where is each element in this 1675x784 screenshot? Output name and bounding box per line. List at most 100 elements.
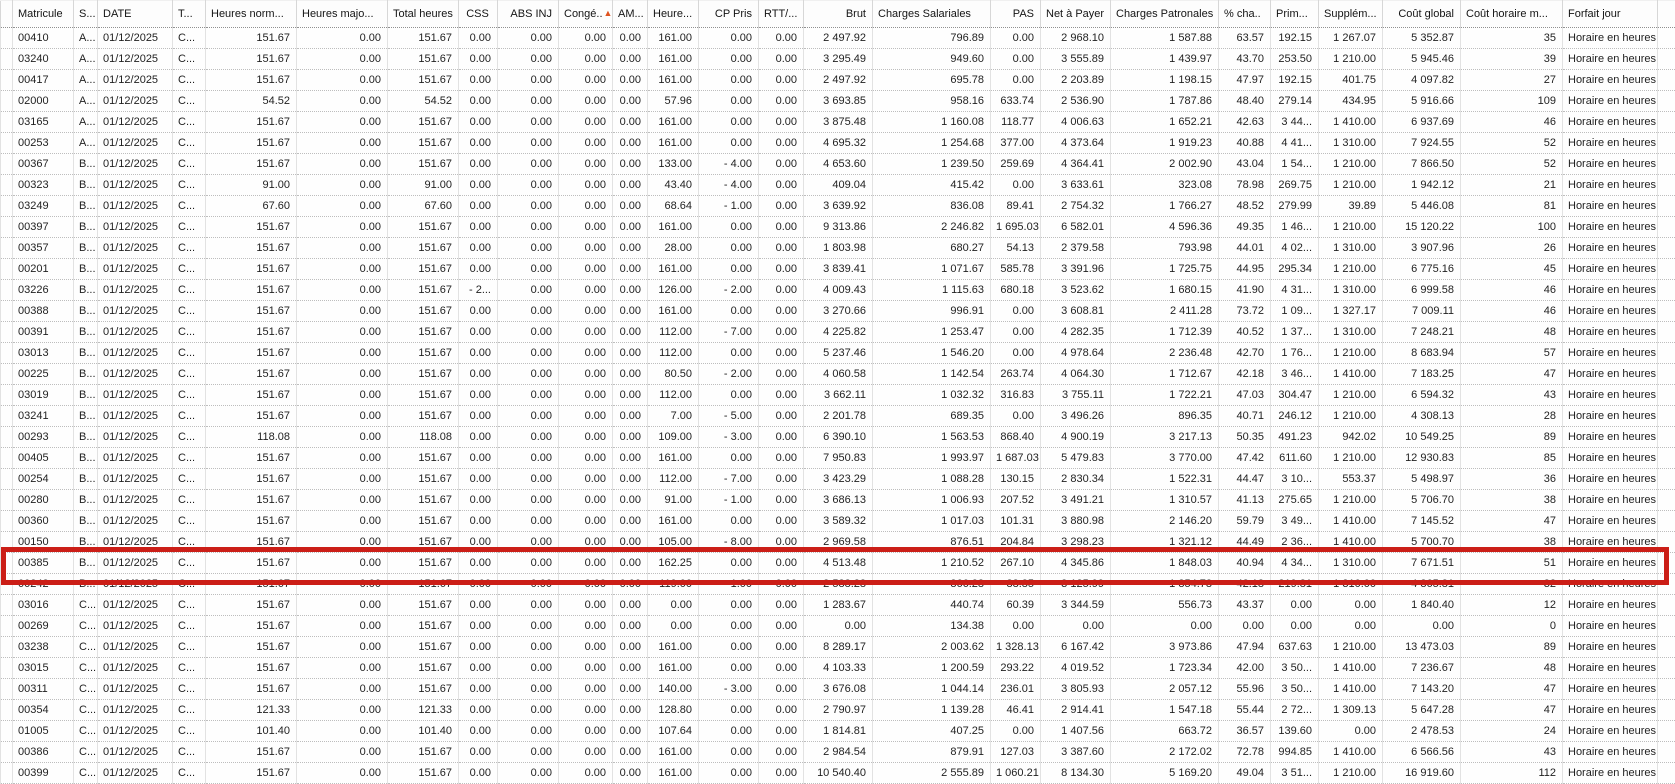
cell-cout_horaire_moyen[interactable]: 32 (1460, 573, 1563, 595)
cell-heure[interactable]: 112.00 (647, 384, 699, 406)
cell-brut[interactable]: 3 839.41 (803, 258, 873, 280)
cell-cout_horaire_moyen[interactable]: 26 (1460, 237, 1563, 259)
cell-rtt[interactable]: 0.00 (758, 69, 804, 91)
cell-heures_majorees[interactable]: 0.00 (296, 195, 388, 217)
cell-forfait_jour[interactable]: Horaire en heures (1562, 510, 1658, 532)
cell-brut[interactable]: 2 497.92 (803, 27, 873, 49)
cell-cp_pris[interactable]: 0.00 (698, 216, 759, 238)
cell-matricule[interactable]: 00311 (12, 678, 74, 700)
cell-pas[interactable]: 585.78 (990, 258, 1041, 280)
cell-total_heures[interactable]: 151.67 (387, 321, 459, 343)
cell-charges_patronales[interactable]: 1 712.39 (1110, 321, 1219, 343)
cell-date[interactable]: 01/12/2025 (97, 27, 173, 49)
cell-matricule[interactable]: 03165 (12, 111, 74, 133)
cell-date[interactable]: 01/12/2025 (97, 489, 173, 511)
cell-supplement[interactable]: 1 410.00 (1318, 657, 1383, 679)
cell-s[interactable]: A... (73, 69, 98, 91)
cell-forfait_jour[interactable]: Horaire en heures (1562, 762, 1658, 784)
table-row[interactable]: 00405 B... 01/12/2025 C... 151.67 0.00 151.67 0… (0, 447, 1675, 469)
cell-pct_charges[interactable]: 42.00 (1218, 657, 1271, 679)
cell-t[interactable]: C... (172, 279, 206, 301)
cell-charges_patronales[interactable]: 1 547.18 (1110, 699, 1219, 721)
cell-css[interactable]: 0.00 (458, 531, 498, 553)
cell-charges_patronales[interactable]: 793.98 (1110, 237, 1219, 259)
cell-brut[interactable]: 2 201.78 (803, 405, 873, 427)
cell-heures_majorees[interactable]: 0.00 (296, 531, 388, 553)
cell-total_heures[interactable]: 151.67 (387, 69, 459, 91)
cell-cp_pris[interactable]: - 4.00 (698, 174, 759, 196)
cell-heure[interactable]: 161.00 (647, 657, 699, 679)
table-row[interactable]: 03238 C... 01/12/2025 C... 151.67 0.00 151.67 0… (0, 636, 1675, 658)
cell-forfait_jour[interactable]: Horaire en heures (1562, 258, 1658, 280)
cell-net_a_payer[interactable]: 4 373.64 (1040, 132, 1111, 154)
cell-abs_inj[interactable]: 0.00 (497, 363, 559, 385)
cell-supplement[interactable]: 1 210.00 (1318, 384, 1383, 406)
cell-rtt[interactable]: 0.00 (758, 657, 804, 679)
cell-conge[interactable]: 0.00 (558, 510, 613, 532)
cell-heure[interactable]: 68.64 (647, 195, 699, 217)
cell-pas[interactable]: 0.00 (990, 27, 1041, 49)
cell-heures_majorees[interactable]: 0.00 (296, 384, 388, 406)
cell-net_a_payer[interactable]: 2 968.10 (1040, 27, 1111, 49)
cell-rtt[interactable]: 0.00 (758, 573, 804, 595)
table-row[interactable]: 00360 B... 01/12/2025 C... 151.67 0.00 151.67 0… (0, 510, 1675, 532)
cell-heures_normales[interactable]: 54.52 (205, 90, 297, 112)
cell-abs_inj[interactable]: 0.00 (497, 510, 559, 532)
table-row[interactable]: 00280 B... 01/12/2025 C... 151.67 0.00 151.67 0… (0, 489, 1675, 511)
table-row[interactable]: 00201 B... 01/12/2025 C... 151.67 0.00 151.67 0… (0, 258, 1675, 280)
cell-conge[interactable]: 0.00 (558, 195, 613, 217)
cell-cp_pris[interactable]: 0.00 (698, 447, 759, 469)
column-header-total_heures[interactable]: Total heures (387, 0, 459, 28)
cell-charges_patronales[interactable]: 1 680.15 (1110, 279, 1219, 301)
cell-matricule[interactable]: 03241 (12, 405, 74, 427)
cell-pct_charges[interactable]: 78.98 (1218, 174, 1271, 196)
cell-charges_salariales[interactable]: 1 546.20 (872, 342, 991, 364)
cell-css[interactable]: 0.00 (458, 636, 498, 658)
cell-cout_horaire_moyen[interactable]: 36 (1460, 468, 1563, 490)
table-row[interactable]: 00253 A... 01/12/2025 C... 151.67 0.00 151.67 0… (0, 132, 1675, 154)
cell-am[interactable]: 0.00 (612, 195, 648, 217)
cell-brut[interactable]: 6 390.10 (803, 426, 873, 448)
cell-am[interactable]: 0.00 (612, 678, 648, 700)
cell-date[interactable]: 01/12/2025 (97, 741, 173, 763)
cell-supplement[interactable]: 1 210.00 (1318, 216, 1383, 238)
cell-charges_salariales[interactable]: 2 003.62 (872, 636, 991, 658)
cell-conge[interactable]: 0.00 (558, 741, 613, 763)
column-header-am[interactable]: AM... (612, 0, 648, 28)
cell-charges_patronales[interactable]: 1 723.34 (1110, 657, 1219, 679)
cell-heures_normales[interactable]: 151.67 (205, 132, 297, 154)
cell-cout_horaire_moyen[interactable]: 57 (1460, 342, 1563, 364)
cell-net_a_payer[interactable]: 4 064.30 (1040, 363, 1111, 385)
cell-primes[interactable]: 269.75 (1270, 174, 1319, 196)
cell-cout_global[interactable]: 6 775.16 (1382, 258, 1461, 280)
cell-matricule[interactable]: 00399 (12, 762, 74, 784)
cell-t[interactable]: C... (172, 216, 206, 238)
cell-cout_horaire_moyen[interactable]: 43 (1460, 384, 1563, 406)
cell-s[interactable]: B... (73, 237, 98, 259)
cell-s[interactable]: B... (73, 216, 98, 238)
cell-primes[interactable]: 279.14 (1270, 90, 1319, 112)
cell-heures_normales[interactable]: 151.67 (205, 279, 297, 301)
cell-pas[interactable]: 46.41 (990, 699, 1041, 721)
cell-matricule[interactable]: 00323 (12, 174, 74, 196)
cell-primes[interactable]: 3 10... (1270, 468, 1319, 490)
cell-pct_charges[interactable]: 42.63 (1218, 111, 1271, 133)
cell-cout_global[interactable]: 8 683.94 (1382, 342, 1461, 364)
cell-css[interactable]: 0.00 (458, 342, 498, 364)
cell-rtt[interactable]: 0.00 (758, 132, 804, 154)
table-row[interactable]: 00388 B... 01/12/2025 C... 151.67 0.00 151.67 0… (0, 300, 1675, 322)
cell-css[interactable]: 0.00 (458, 720, 498, 742)
cell-rtt[interactable]: 0.00 (758, 531, 804, 553)
cell-heures_majorees[interactable]: 0.00 (296, 342, 388, 364)
cell-abs_inj[interactable]: 0.00 (497, 27, 559, 49)
cell-net_a_payer[interactable]: 0.00 (1040, 615, 1111, 637)
cell-date[interactable]: 01/12/2025 (97, 153, 173, 175)
table-row[interactable]: 00410 A... 01/12/2025 C... 151.67 0.00 151.67 0… (0, 27, 1675, 49)
cell-am[interactable]: 0.00 (612, 111, 648, 133)
cell-abs_inj[interactable]: 0.00 (497, 426, 559, 448)
cell-supplement[interactable]: 942.02 (1318, 426, 1383, 448)
cell-pas[interactable]: 0.00 (990, 48, 1041, 70)
cell-supplement[interactable]: 1 310.00 (1318, 237, 1383, 259)
cell-charges_patronales[interactable]: 323.08 (1110, 174, 1219, 196)
cell-total_heures[interactable]: 151.67 (387, 111, 459, 133)
